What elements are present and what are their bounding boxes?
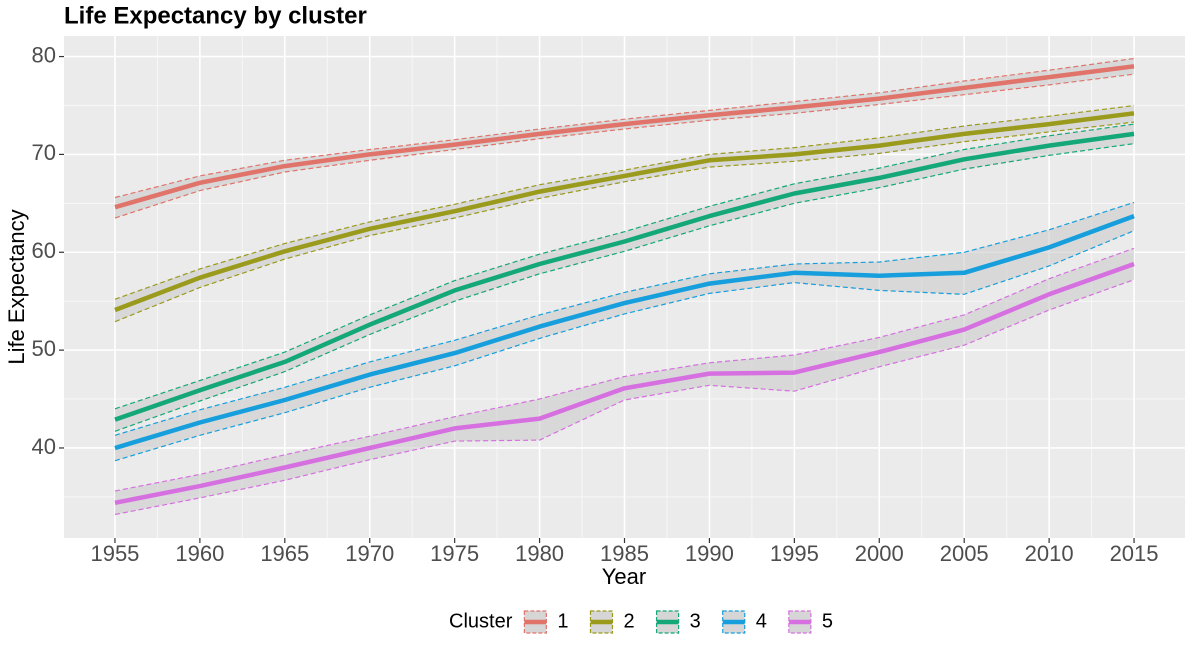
x-tick-label: 1995: [770, 541, 819, 566]
band-edge: [114, 247, 1135, 492]
legend-title: Cluster: [449, 610, 513, 632]
y-tick-label: 80: [32, 42, 56, 67]
x-tick-label: 2000: [855, 541, 904, 566]
band-edge: [114, 73, 1135, 219]
x-tick-label: 1970: [345, 541, 394, 566]
line: [114, 213, 1135, 451]
x-tick-label: 1980: [515, 541, 564, 566]
legend-label: 2: [623, 610, 634, 632]
x-tick-label: 2010: [1025, 541, 1074, 566]
chart-title: Life Expectancy by cluster: [64, 2, 367, 29]
band-edge: [114, 201, 1135, 436]
x-tick-label: 2015: [1110, 541, 1159, 566]
x-tick-label: 1965: [260, 541, 309, 566]
line: [114, 261, 1135, 506]
x-tick-label: 2005: [940, 541, 989, 566]
x-tick-label: 1960: [175, 541, 224, 566]
line: [114, 131, 1135, 422]
band-edge: [114, 121, 1135, 323]
y-tick-label: 50: [32, 336, 56, 361]
legend-label: 3: [690, 610, 701, 632]
band-edge: [114, 230, 1135, 462]
band-edge: [114, 57, 1135, 199]
y-tick-label: 60: [32, 238, 56, 263]
x-tick-label: 1975: [430, 541, 479, 566]
y-tick-label: 40: [32, 434, 56, 459]
y-axis-label: Life Expectancy: [4, 209, 29, 364]
x-axis-label: Year: [602, 564, 646, 589]
confidence-band: [115, 202, 1134, 461]
band-edge: [114, 123, 1135, 410]
x-tick-label: 1955: [90, 541, 139, 566]
x-tick-label: 1990: [685, 541, 734, 566]
y-tick-label: 70: [32, 140, 56, 165]
confidence-band: [115, 124, 1134, 432]
line: [114, 111, 1135, 313]
line: [114, 64, 1135, 210]
band-edge: [114, 143, 1135, 432]
band-edge: [114, 104, 1135, 300]
band-edge: [114, 279, 1135, 516]
legend-label: 5: [822, 610, 833, 632]
legend-label: 4: [756, 610, 767, 632]
x-tick-label: 1985: [600, 541, 649, 566]
legend-label: 1: [557, 610, 568, 632]
